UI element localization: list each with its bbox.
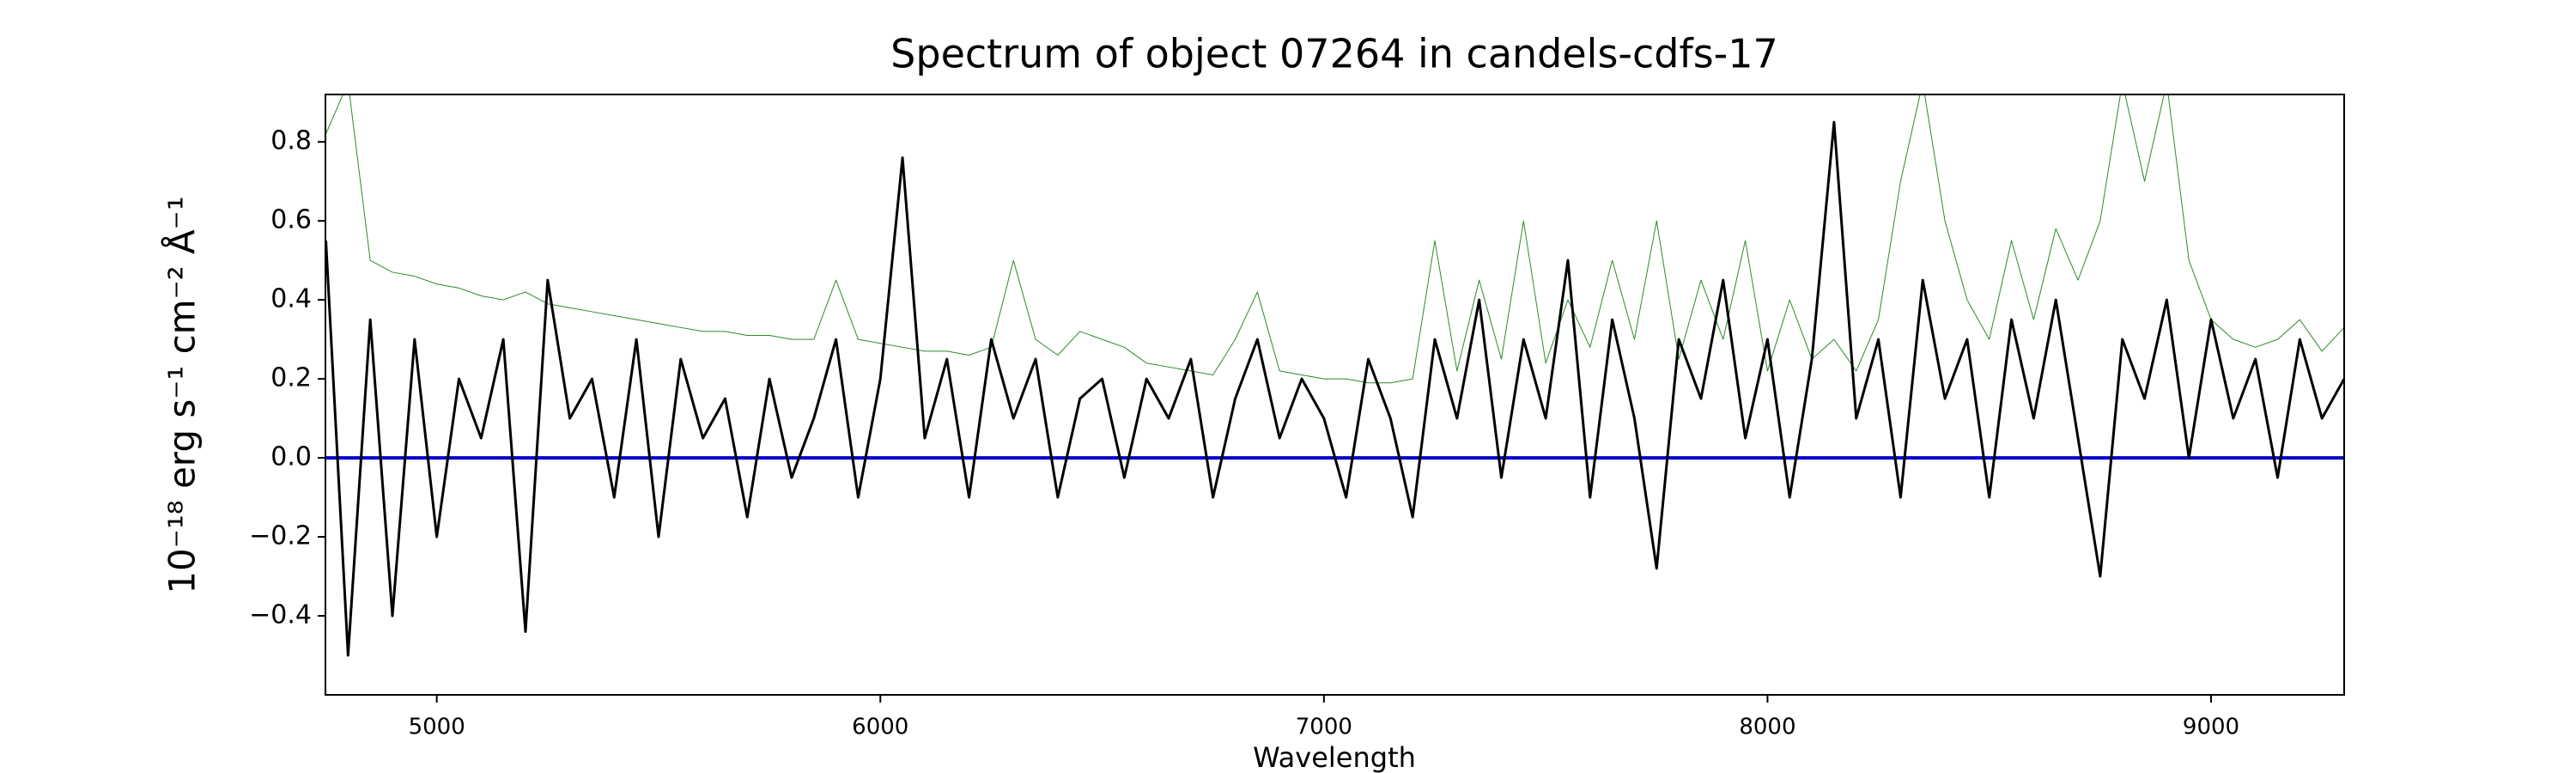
x-tick-label: 5000: [409, 715, 465, 740]
y-tick-label: 0.4: [270, 284, 312, 314]
y-tick-label: 0.8: [270, 126, 312, 156]
y-tick-label: 0.0: [270, 442, 312, 472]
x-tick-label: 8000: [1739, 715, 1795, 740]
chart-title: Spectrum of object 07264 in candels-cdfs…: [890, 31, 1778, 77]
y-tick-label: −0.2: [249, 521, 312, 551]
y-tick-label: 0.6: [270, 205, 312, 235]
x-tick-label: 9000: [2183, 715, 2239, 740]
plot-frame: [325, 94, 2345, 696]
y-tick-label: 0.2: [270, 363, 312, 393]
x-tick-label: 7000: [1296, 715, 1352, 740]
x-axis-label: Wavelength: [1253, 741, 1416, 773]
spectrum-line: [325, 120, 2344, 657]
x-tick-label: 6000: [852, 715, 908, 740]
y-axis-label: 10⁻¹⁸ erg s⁻¹ cm⁻² Å⁻¹: [161, 196, 204, 593]
y-tick-label: −0.4: [249, 600, 312, 630]
spectrum-line: [325, 94, 2344, 384]
